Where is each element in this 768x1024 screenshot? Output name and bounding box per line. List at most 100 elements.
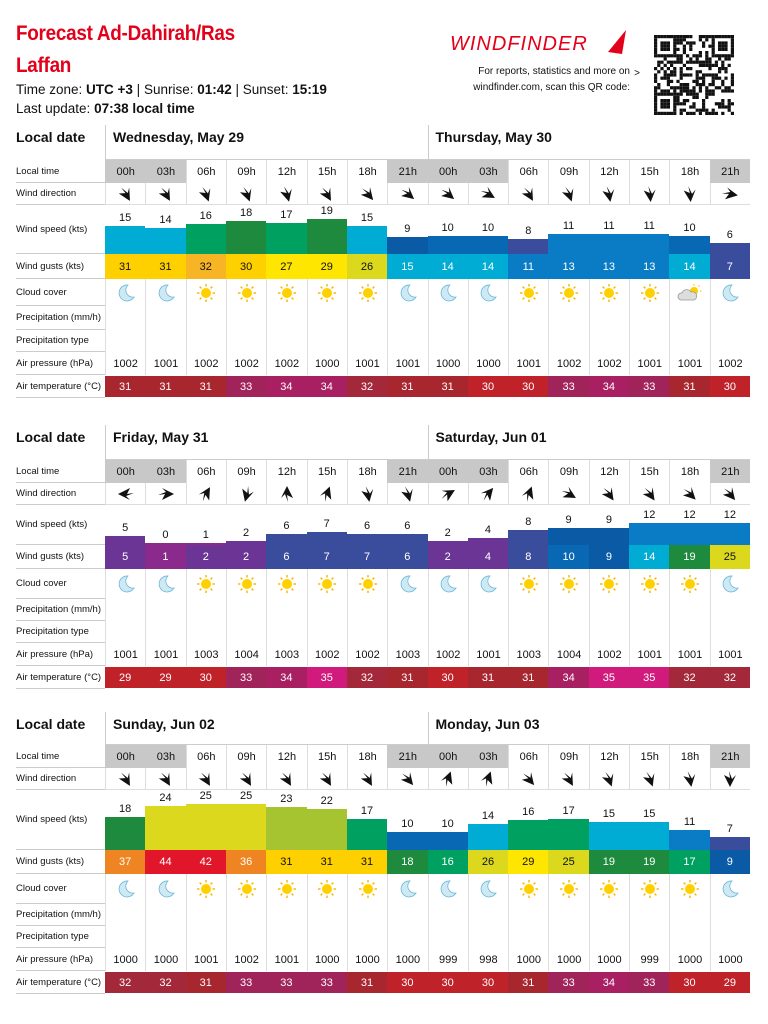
wind-direction-arrow-icon: [479, 769, 498, 789]
pressure-cell: 1000: [427, 352, 468, 375]
row-label-speed: Wind speed (kts): [16, 505, 105, 545]
wind-speed-bar: [266, 533, 307, 545]
precipitation-type-cell: [225, 621, 266, 643]
precipitation-type-cell: [508, 330, 548, 352]
pressure-cell: 1001: [508, 352, 548, 375]
wind-speed-cell: 10: [427, 205, 468, 254]
wind-gust-cell: 7: [709, 254, 750, 279]
precipitation-cell: [548, 306, 588, 330]
temperature-cell: 35: [306, 667, 347, 688]
temperature-cell: 31: [508, 972, 549, 993]
cloud-cover-cell: [427, 874, 468, 904]
precipitation-type-cell: [387, 621, 427, 643]
precipitation-type-cell: [508, 621, 548, 643]
time-cell: 00h: [427, 745, 468, 768]
wind-gust-cell: 13: [629, 254, 670, 279]
wind-gust-cell: 25: [709, 545, 750, 569]
qr-code[interactable]: [654, 35, 734, 115]
wind-direction-arrow-icon: [156, 183, 176, 204]
row-label-time: Local time: [16, 745, 105, 768]
wind-gust-cell: 31: [105, 254, 146, 279]
time-cell: 00h: [427, 460, 468, 483]
wind-direction-arrow-icon: [560, 184, 579, 204]
wind-speed-bar: [225, 220, 267, 254]
wind-direction-arrow-icon: [519, 484, 538, 504]
precipitation-type-cell: [629, 621, 669, 643]
wind-speed-bar: [467, 235, 509, 254]
sun-icon: [598, 573, 620, 595]
precipitation-type-cell: [185, 926, 226, 948]
temperature-cell: 31: [185, 972, 226, 993]
day-header: Thursday, May 30: [427, 125, 750, 160]
cloud-cover-cell: [669, 874, 709, 904]
pressure-cell: 1003: [387, 643, 427, 666]
wind-speed-cell: 8: [508, 205, 549, 254]
wind-gust-cell: 1: [145, 545, 186, 569]
wind-speed-cell: 15: [588, 790, 630, 850]
wind-speed-value: 8: [525, 516, 532, 529]
wind-speed-cell: 10: [387, 790, 428, 850]
time-cell: 18h: [346, 160, 388, 183]
wind-speed-bar: [306, 218, 347, 254]
cloud-cover-cell: [467, 569, 508, 599]
wind-direction-arrow-icon: [642, 185, 657, 202]
wind-direction-cell: [306, 768, 347, 790]
row-label-date: Local date: [16, 716, 86, 732]
temperature-cell: 32: [669, 667, 710, 688]
time-cell: 15h: [629, 745, 670, 768]
wind-speed-bar: [669, 235, 710, 254]
qr-promo-text: For reports, statistics and more on wind…: [440, 64, 640, 96]
sun-icon: [316, 573, 338, 595]
wind-direction-cell: [508, 768, 549, 790]
row-label-cloud: Cloud cover: [16, 874, 105, 904]
precipitation-type-cell: [185, 621, 226, 643]
precipitation-type-cell: [266, 330, 306, 352]
temperature-cell: 34: [306, 376, 347, 397]
wind-direction-cell: [387, 183, 428, 205]
wind-gust-cell: 42: [185, 850, 226, 874]
wind-direction-arrow-icon: [600, 769, 619, 789]
wind-speed-cell: 6: [387, 505, 428, 545]
windfinder-logo[interactable]: WINDFINDER: [450, 28, 630, 58]
wind-speed-value: 23: [280, 793, 293, 806]
wind-direction-cell: [266, 768, 307, 790]
sunset-value: 15:19: [292, 82, 327, 97]
wind-speed-cell: 2: [225, 505, 267, 545]
time-cell: 18h: [669, 460, 710, 483]
sun-icon: [276, 878, 298, 900]
sun-icon: [679, 878, 701, 900]
precipitation-cell: [548, 599, 588, 621]
wind-speed-bar: [669, 829, 710, 850]
precipitation-type-cell: [629, 330, 669, 352]
row-label-ptype: Precipitation type: [16, 926, 105, 948]
time-cell: 03h: [145, 745, 186, 768]
wind-speed-cell: 9: [588, 505, 630, 545]
precipitation-cell: [306, 904, 347, 926]
wind-speed-value: 6: [363, 519, 371, 532]
pressure-cell: 1001: [467, 643, 508, 666]
row-label-date: Local date: [16, 129, 86, 145]
wind-direction-arrow-icon: [357, 768, 377, 789]
cloud-cover-cell: [548, 569, 588, 599]
time-cell: 12h: [588, 160, 630, 183]
moon-icon: [438, 879, 458, 899]
row-label-temp: Air temperature (°C): [16, 375, 105, 398]
moon-icon: [398, 283, 418, 303]
wind-direction-cell: [669, 483, 710, 505]
temperature-cell: 31: [467, 667, 509, 688]
time-cell: 18h: [669, 745, 710, 768]
wind-direction-cell: [548, 768, 589, 790]
precipitation-type-cell: [105, 621, 145, 643]
wind-gust-cell: 44: [145, 850, 186, 874]
cloud-cover-cell: [105, 874, 145, 904]
precipitation-cell: [669, 306, 709, 330]
wind-direction-cell: [105, 183, 146, 205]
precipitation-cell: [185, 599, 226, 621]
precipitation-type-cell: [467, 621, 508, 643]
day-header: Sunday, Jun 02: [105, 712, 428, 745]
row-label-ptype: Precipitation type: [16, 621, 105, 643]
pressure-cell: 1001: [145, 352, 185, 375]
precipitation-type-cell: [387, 926, 427, 948]
wind-direction-cell: [427, 183, 468, 205]
wind-direction-cell: [145, 483, 186, 505]
